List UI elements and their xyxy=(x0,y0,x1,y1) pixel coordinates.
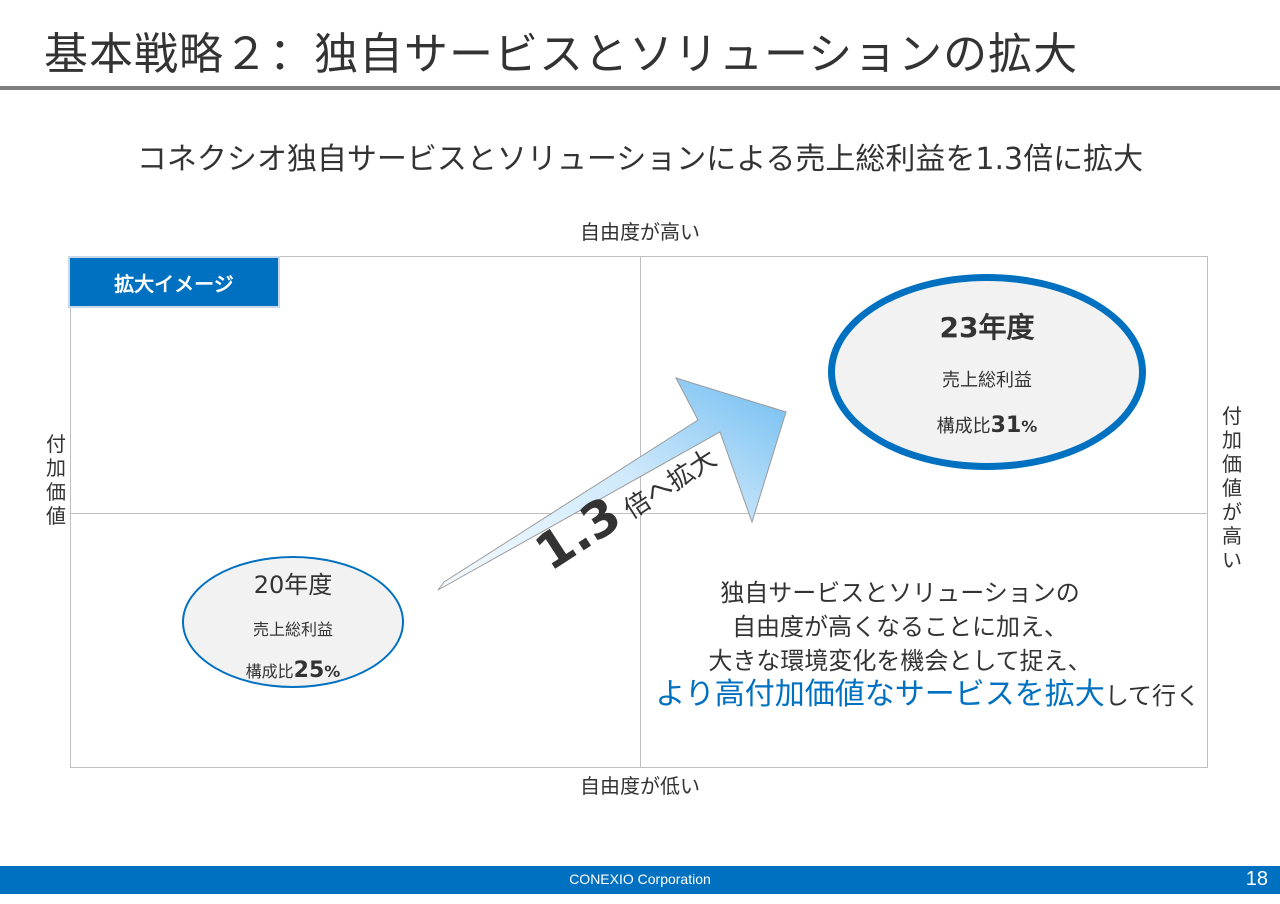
fy23-ratio: 構成比31% xyxy=(937,412,1038,438)
footer-bar: CONEXIO Corporation 18 xyxy=(0,866,1280,894)
fy23-year: 23年度 xyxy=(939,311,1035,344)
description-line-2: 自由度が高くなることに加え、 xyxy=(732,613,1068,641)
fy23-ratio-unit: % xyxy=(1021,417,1038,436)
page-title: 基本戦略２：独自サービスとソリューションの拡大 xyxy=(44,29,1079,80)
fy23-ratio-prefix: 構成比 xyxy=(936,416,991,437)
title-divider xyxy=(0,86,1280,90)
description-line-3: 大きな環境変化を機会として捉え、 xyxy=(708,647,1092,675)
strategy-description: 独自サービスとソリューションの 自由度が高くなることに加え、 大きな環境変化を機… xyxy=(560,576,1240,713)
fy20-label: 売上総利益 xyxy=(252,620,333,639)
fy23-ratio-value: 31 xyxy=(990,413,1022,438)
description-line-4: より高付加価値なサービスを拡大して行く xyxy=(560,678,1240,713)
fy23-label: 売上総利益 xyxy=(942,370,1032,391)
fy23-ellipse: 23年度 売上総利益 構成比31% xyxy=(828,274,1146,470)
fy20-ratio: 構成比25% xyxy=(246,658,341,683)
expansion-image-badge: 拡大イメージ xyxy=(68,256,280,308)
fy20-ratio-unit: % xyxy=(324,662,341,681)
fy20-ratio-value: 25 xyxy=(293,658,325,683)
axis-label-top: 自由度が高い xyxy=(580,220,700,244)
fy20-year: 20年度 xyxy=(253,571,333,599)
quadrant-frame xyxy=(70,256,1208,768)
description-line-1: 独自サービスとソリューションの xyxy=(720,579,1080,607)
axis-label-right: 付加価値が高い xyxy=(1222,404,1242,572)
footer-company: CONEXIO Corporation xyxy=(569,871,711,887)
axis-label-left: 付加価値 xyxy=(46,432,66,528)
fy20-ellipse: 20年度 売上総利益 構成比25% xyxy=(182,556,404,688)
description-emphasis: より高付加価値なサービスを拡大 xyxy=(655,677,1105,712)
axis-label-bottom: 自由度が低い xyxy=(580,774,700,798)
fy20-ratio-prefix: 構成比 xyxy=(245,662,294,681)
description-line-4-rest: して行く xyxy=(1104,682,1200,710)
page-subtitle: コネクシオ独自サービスとソリューションによる売上総利益を1.3倍に拡大 xyxy=(136,142,1144,177)
page-number: 18 xyxy=(1245,868,1268,890)
